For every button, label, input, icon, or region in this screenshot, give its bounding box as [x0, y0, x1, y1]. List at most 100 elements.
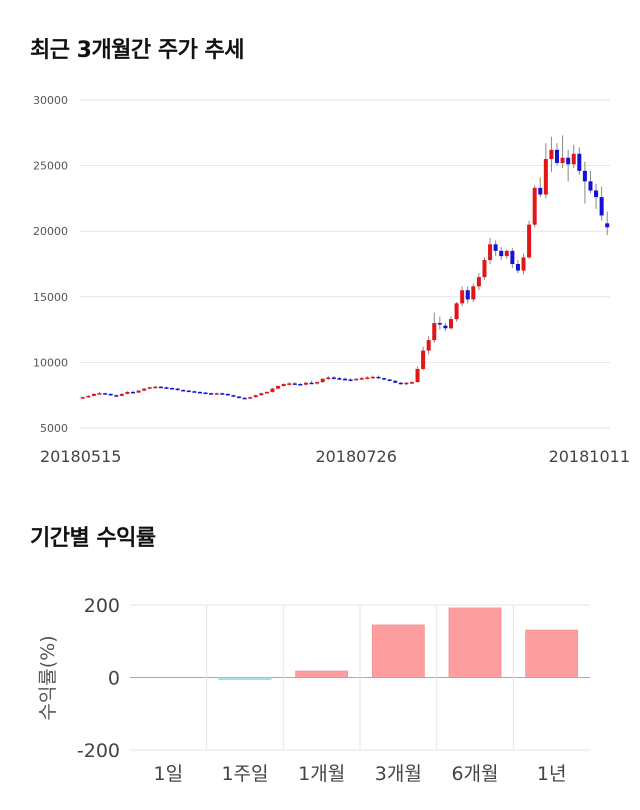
- bar-y-tick-label: 200: [84, 595, 120, 617]
- candle: [114, 394, 119, 397]
- candle-body: [220, 393, 225, 395]
- candle-body: [471, 286, 476, 300]
- candle: [560, 135, 565, 169]
- candle-body: [577, 153, 582, 171]
- candle: [175, 387, 180, 391]
- candle-body: [225, 393, 230, 396]
- candle-body: [443, 325, 448, 329]
- candle-body: [393, 380, 398, 383]
- candle: [270, 387, 275, 393]
- candle-body: [231, 395, 236, 397]
- bar: [218, 677, 272, 680]
- candle: [409, 380, 414, 385]
- candle: [253, 394, 258, 398]
- bar-y-tick-label: -200: [77, 740, 120, 762]
- candle: [259, 392, 264, 396]
- candle: [432, 312, 437, 343]
- candle: [97, 391, 102, 395]
- candle: [292, 382, 297, 385]
- candle-body: [236, 396, 242, 399]
- bar-y-tick-label: 0: [108, 668, 120, 690]
- candle: [482, 257, 487, 280]
- candle: [404, 382, 409, 386]
- candle-body: [493, 244, 498, 251]
- candle-body: [421, 350, 426, 369]
- candle-body: [571, 153, 576, 165]
- candle-y-tick-label: 5000: [40, 422, 68, 435]
- candle-body: [387, 379, 392, 381]
- candle: [231, 394, 236, 398]
- candle: [393, 380, 398, 384]
- candle-body: [170, 387, 175, 390]
- candle: [594, 183, 599, 209]
- candle: [465, 286, 470, 304]
- candle: [147, 386, 152, 390]
- bars: [218, 607, 579, 680]
- candle-body: [337, 378, 342, 380]
- candle-body: [153, 386, 158, 389]
- candle-body: [192, 391, 197, 393]
- candle-body: [370, 376, 375, 379]
- candle-body: [136, 390, 141, 393]
- candle: [566, 149, 571, 182]
- candle-body: [348, 379, 353, 381]
- candle-body: [460, 290, 465, 304]
- candle: [504, 249, 509, 259]
- candle-body: [560, 157, 565, 163]
- candle: [488, 237, 493, 264]
- candle: [119, 393, 124, 397]
- candle: [454, 302, 459, 322]
- bar-x-tick-label: 1년: [537, 763, 567, 785]
- candle-body: [331, 377, 336, 379]
- candle: [476, 273, 481, 291]
- candle: [337, 376, 342, 381]
- bar-x-tick-label: 1주일: [221, 763, 268, 785]
- candle: [348, 378, 353, 382]
- candle: [342, 377, 348, 381]
- candle-body: [142, 388, 147, 391]
- candle-body: [209, 393, 214, 395]
- candle-body: [448, 319, 454, 329]
- candle-body: [248, 397, 253, 399]
- candle-body: [203, 392, 208, 395]
- candle: [421, 346, 426, 371]
- candle: [142, 387, 147, 392]
- candle: [515, 260, 520, 274]
- candle-body: [175, 388, 180, 391]
- candle: [354, 378, 359, 381]
- candle: [203, 391, 208, 395]
- candle: [577, 147, 582, 175]
- candle: [538, 177, 543, 198]
- candle: [298, 382, 303, 386]
- candle-y-tick-label: 25000: [33, 160, 68, 173]
- candle: [443, 323, 448, 331]
- candle-body: [482, 260, 487, 278]
- candle: [326, 376, 331, 381]
- candle-x-ticks: 20180515 20180726 20181011: [40, 447, 630, 466]
- candle-body: [515, 264, 520, 271]
- price-chart-title: 최근 3개월간 주가 추세: [30, 38, 244, 63]
- candle-body: [365, 377, 370, 379]
- candle-body: [538, 187, 543, 195]
- candle-body: [130, 391, 136, 394]
- candle-y-tick-label: 20000: [33, 225, 68, 238]
- candle-body: [566, 157, 571, 165]
- candle-body: [97, 393, 102, 395]
- returns-chart-title: 기간별 수익률: [30, 526, 156, 551]
- candle-y-ticks: 30000 25000 20000 15000 10000 5000: [33, 94, 68, 435]
- candle-body: [549, 149, 554, 160]
- candle: [320, 378, 325, 383]
- candle: [197, 391, 202, 394]
- candle-body: [588, 181, 593, 191]
- candle-body: [242, 397, 247, 400]
- candle: [460, 286, 465, 306]
- candle: [181, 389, 186, 392]
- candle: [382, 377, 387, 381]
- candle-body: [287, 383, 292, 385]
- candle: [315, 381, 320, 385]
- candle: [376, 375, 381, 379]
- candle: [186, 389, 191, 393]
- candle: [521, 253, 526, 275]
- candle-body: [214, 393, 219, 395]
